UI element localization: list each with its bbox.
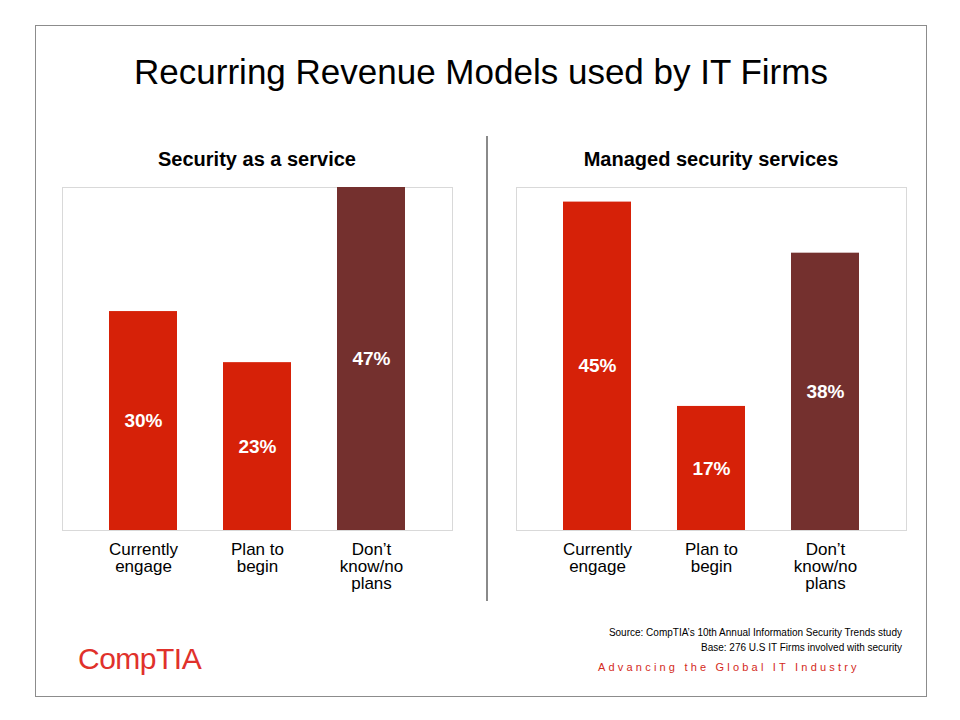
svg-text:Currentlyengage: Currentlyengage [109, 540, 178, 576]
html-text:Advancing the Global IT Indust: Advancing the Global IT Industry [598, 661, 860, 673]
html-text:Managed security services: Managed security services [583, 148, 839, 170]
html-text:Base: 276 U.S IT Firms involve: Base: 276 U.S IT Firms involved with sec… [701, 642, 902, 653]
svg-text:Currentlyengage: Currentlyengage [563, 540, 632, 576]
svg-text:47%: 47% [352, 348, 390, 369]
html-text:Recurring Revenue Models used: Recurring Revenue Models used by IT Firm… [134, 52, 828, 91]
html-text:Security as a service: Security as a service [158, 148, 356, 170]
svg-text:23%: 23% [238, 436, 276, 457]
svg-text:17%: 17% [692, 458, 730, 479]
html-text:Source: CompTIA’s 10th Annual: Source: CompTIA’s 10th Annual Informatio… [608, 627, 902, 638]
svg-text:30%: 30% [124, 410, 162, 431]
svg-text:Plan tobegin: Plan tobegin [231, 540, 284, 576]
html-text:CompTIA: CompTIA [78, 642, 202, 675]
svg-text:Don’tknow/noplans: Don’tknow/noplans [794, 540, 857, 593]
svg-text:Plan tobegin: Plan tobegin [685, 540, 738, 576]
svg-text:45%: 45% [578, 355, 616, 376]
svg-text:38%: 38% [806, 381, 844, 402]
svg-text:Don’tknow/noplans: Don’tknow/noplans [340, 540, 403, 593]
